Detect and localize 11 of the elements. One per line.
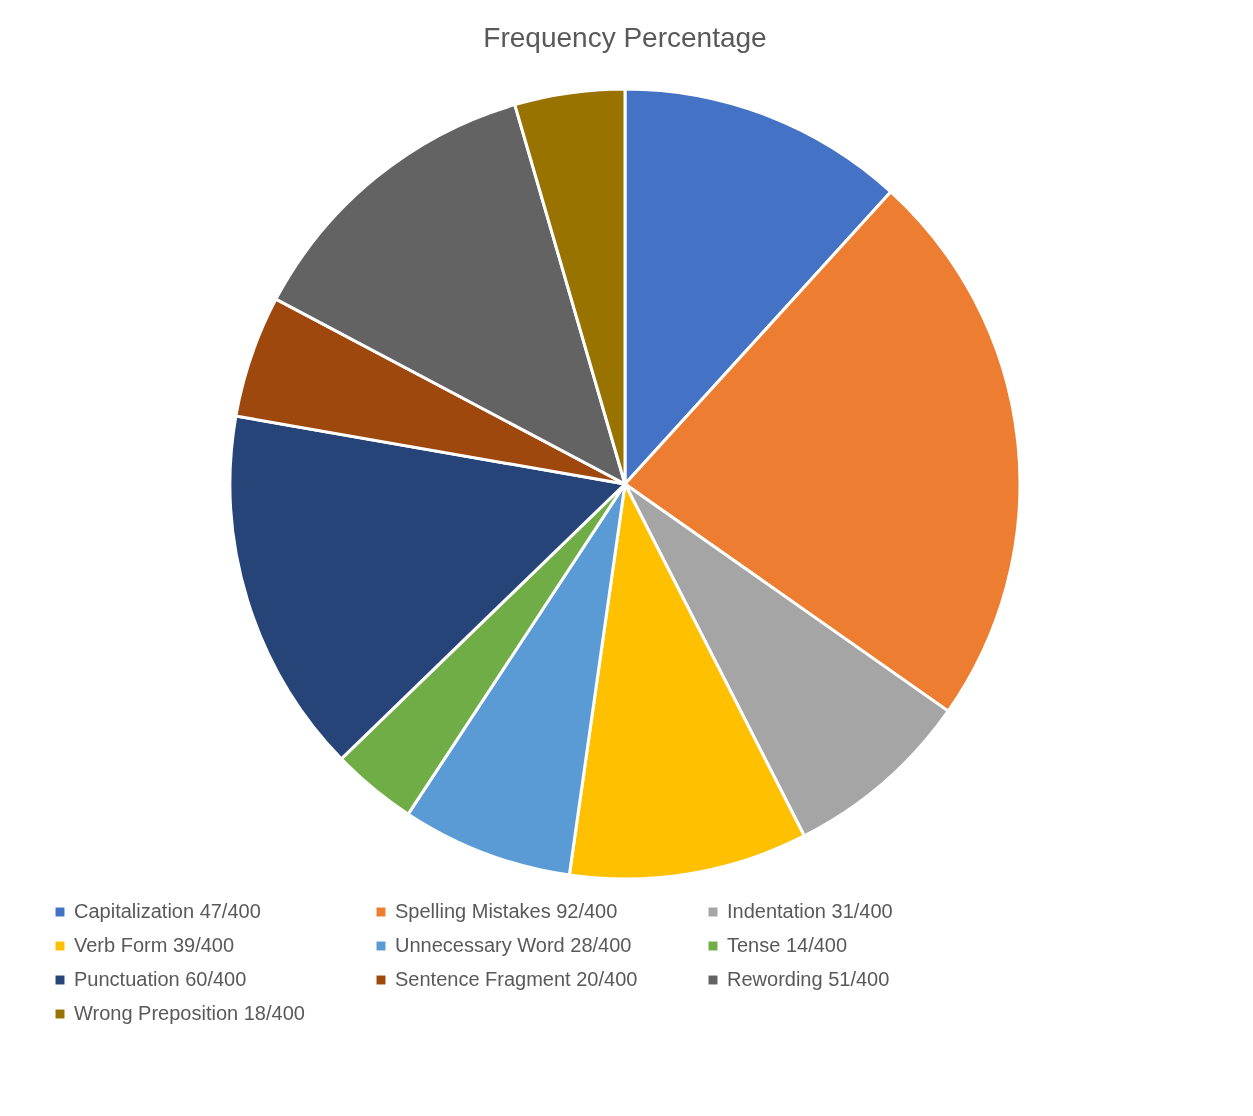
legend-label: Verb Form 39/400 bbox=[74, 934, 235, 956]
chart-title: Frequency Percentage bbox=[483, 22, 767, 53]
legend-label: Capitalization 47/400 bbox=[74, 900, 261, 922]
legend-label: Punctuation 60/400 bbox=[74, 968, 247, 990]
legend-label: Indentation 31/400 bbox=[727, 900, 893, 922]
legend-label: Rewording 51/400 bbox=[727, 968, 890, 990]
legend-label: Unnecessary Word 28/400 bbox=[395, 934, 632, 956]
legend-label: Wrong Preposition 18/400 bbox=[74, 1002, 305, 1024]
legend-label: Spelling Mistakes 92/400 bbox=[395, 900, 618, 922]
legend-label: Tense 14/400 bbox=[727, 934, 848, 956]
legend-label: Sentence Fragment 20/400 bbox=[395, 968, 638, 990]
